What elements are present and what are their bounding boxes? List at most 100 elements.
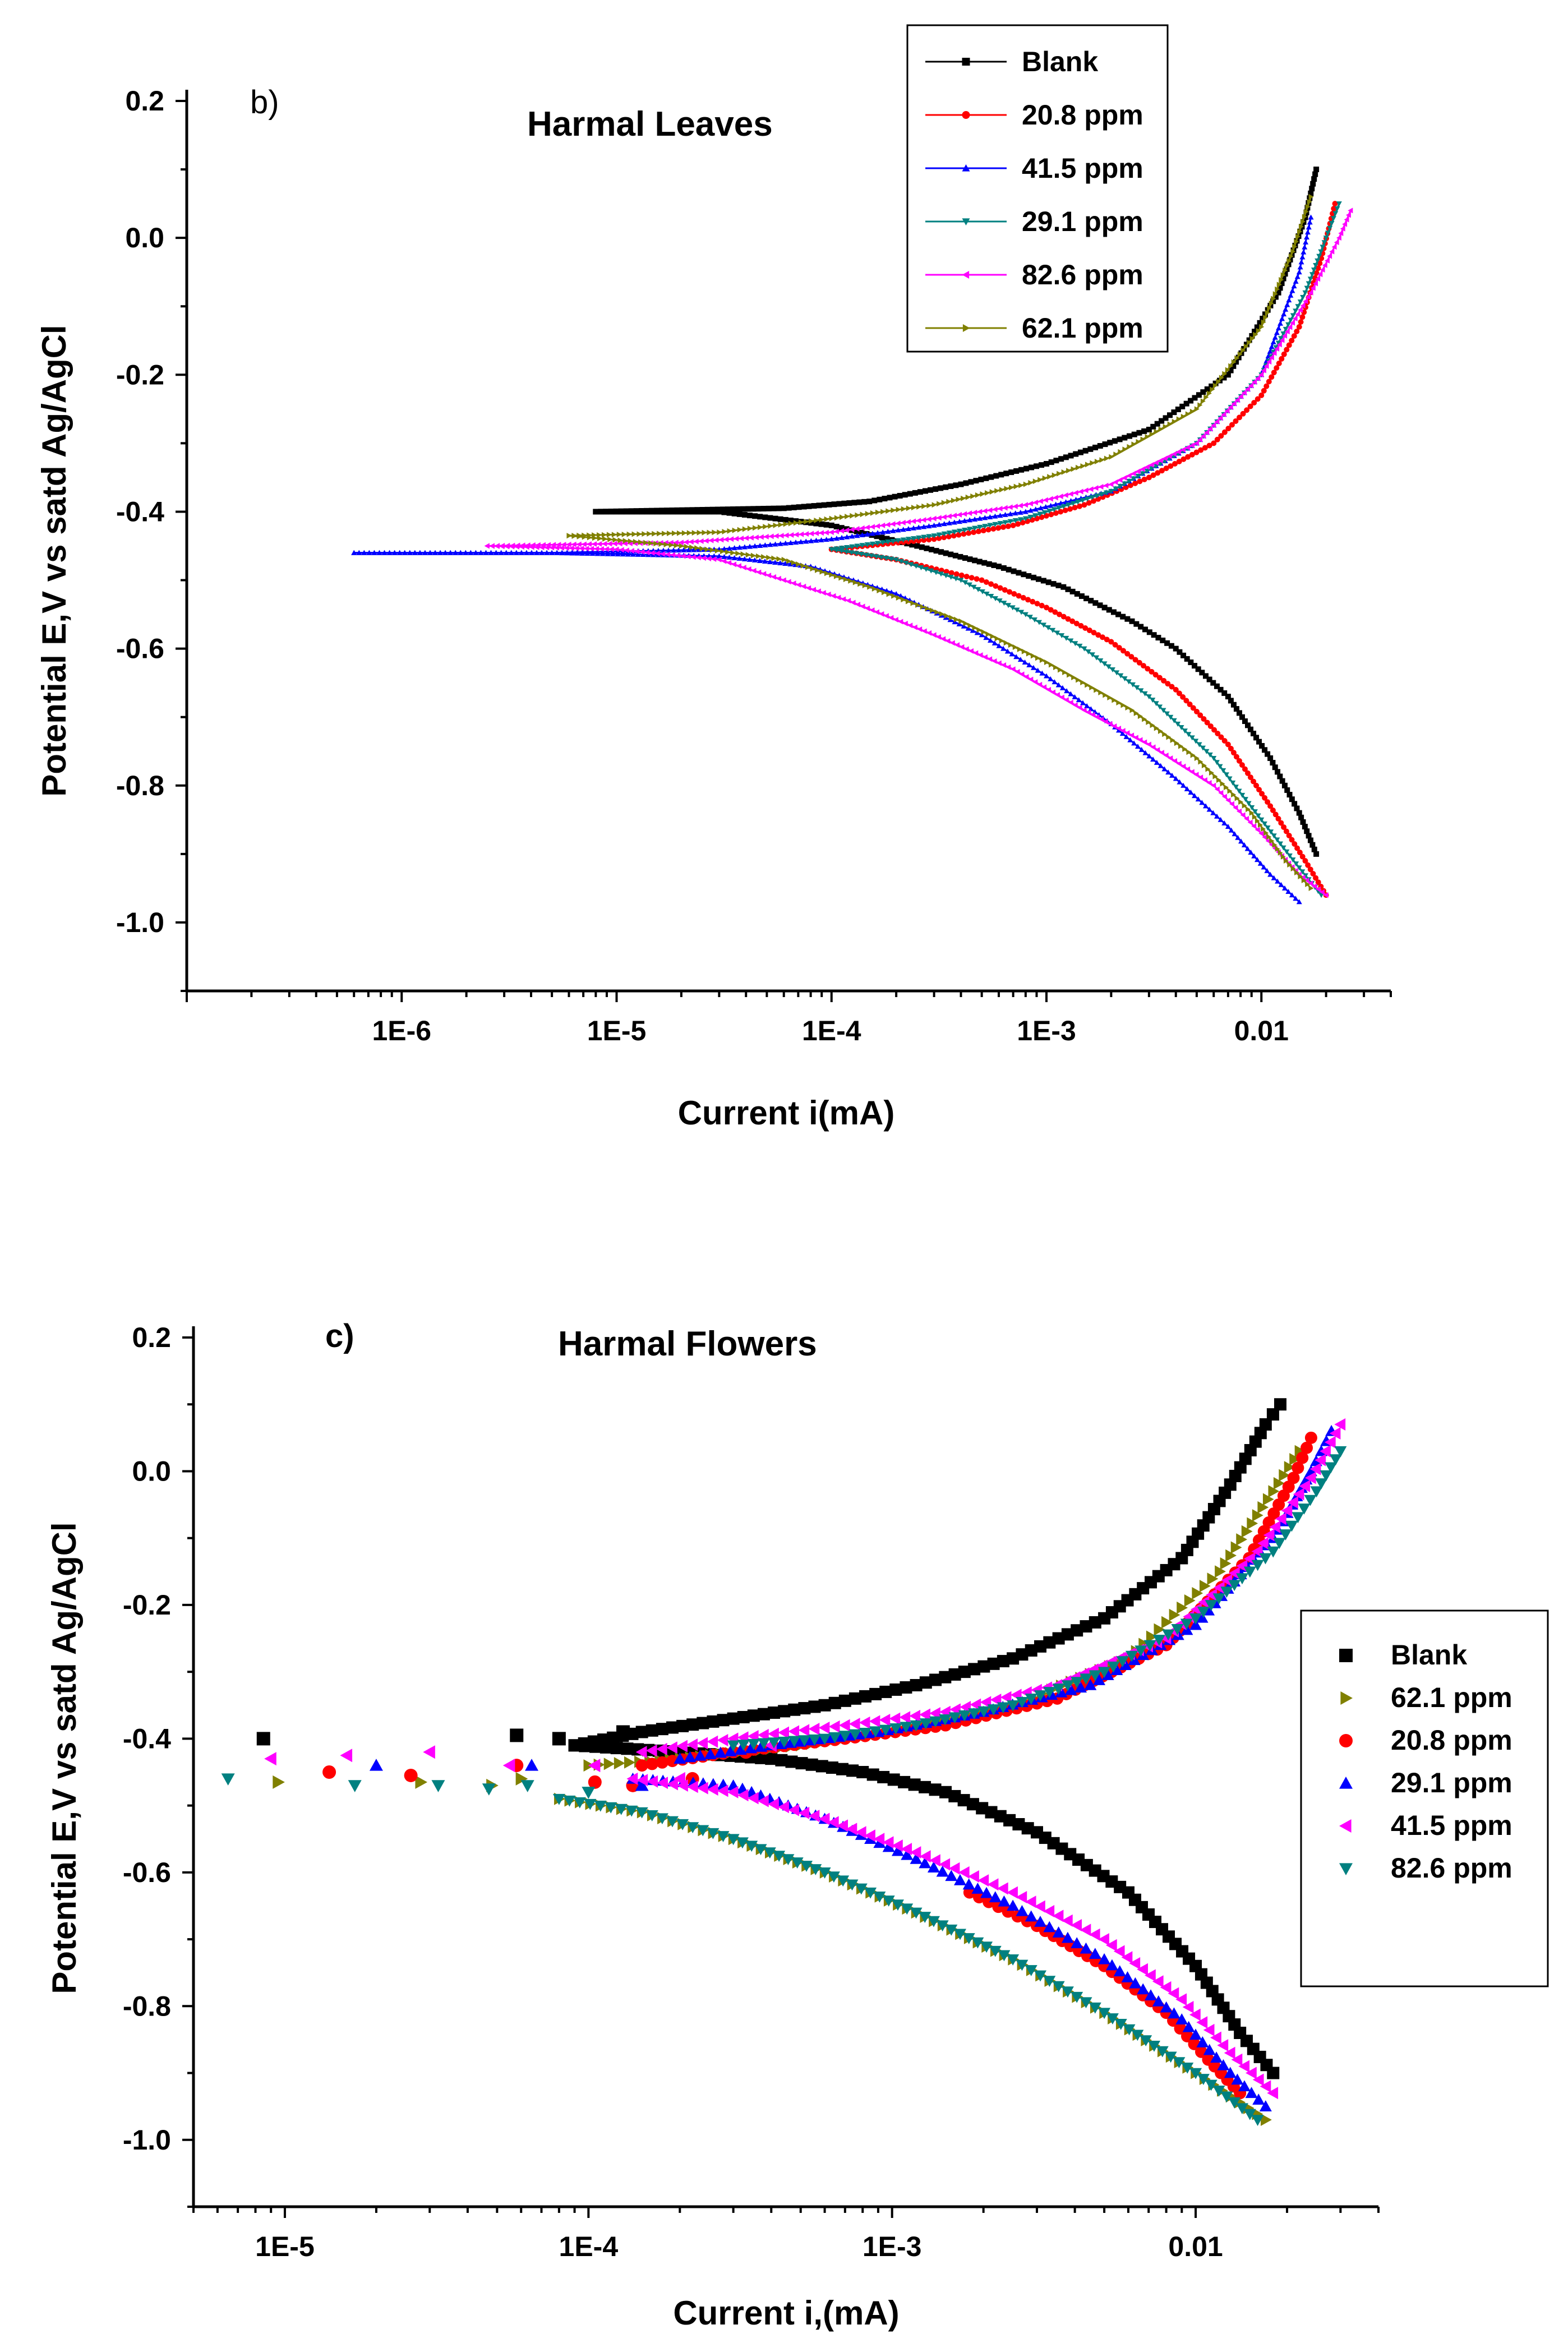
data-point bbox=[1272, 334, 1278, 340]
data-point bbox=[799, 531, 804, 537]
data-point bbox=[1270, 807, 1276, 813]
data-point bbox=[1267, 755, 1274, 761]
data-point bbox=[635, 551, 641, 557]
data-point bbox=[995, 564, 1002, 570]
data-point bbox=[1171, 409, 1177, 416]
x-tick-label: 1E-3 bbox=[1017, 1015, 1076, 1046]
data-point bbox=[1046, 509, 1053, 514]
data-point bbox=[1183, 400, 1189, 407]
data-point bbox=[941, 521, 947, 527]
data-point bbox=[1041, 622, 1047, 628]
series-line-cathodic bbox=[596, 510, 1317, 855]
data-point bbox=[502, 1759, 515, 1773]
data-point bbox=[598, 546, 604, 552]
data-point bbox=[875, 530, 881, 536]
data-point bbox=[809, 518, 814, 524]
data-point bbox=[478, 550, 484, 555]
data-point bbox=[958, 1710, 971, 1722]
data-point bbox=[746, 566, 751, 572]
data-point bbox=[777, 541, 783, 546]
data-point bbox=[666, 1755, 679, 1768]
data-point bbox=[1220, 768, 1226, 773]
data-point bbox=[893, 557, 900, 562]
data-point bbox=[951, 497, 956, 504]
data-point bbox=[783, 532, 789, 538]
data-point bbox=[751, 557, 758, 562]
data-point bbox=[1078, 622, 1084, 629]
data-point bbox=[1037, 498, 1043, 504]
data-point bbox=[877, 1770, 890, 1783]
data-point bbox=[1294, 845, 1300, 851]
data-point bbox=[670, 552, 676, 558]
data-point bbox=[933, 548, 939, 554]
data-point bbox=[1221, 794, 1227, 800]
data-point bbox=[1044, 461, 1050, 467]
data-point bbox=[1007, 1954, 1020, 1966]
data-point bbox=[893, 617, 898, 623]
data-point bbox=[997, 598, 1003, 604]
data-point bbox=[699, 546, 705, 552]
data-point bbox=[624, 1756, 635, 1769]
data-point bbox=[792, 518, 799, 524]
data-point bbox=[901, 506, 906, 512]
data-point bbox=[923, 488, 929, 494]
data-point bbox=[714, 1746, 727, 1758]
data-point bbox=[1053, 665, 1059, 671]
data-point bbox=[1270, 298, 1276, 305]
data-point bbox=[1260, 316, 1266, 322]
data-point bbox=[992, 522, 998, 527]
data-point bbox=[929, 1854, 940, 1867]
data-point bbox=[348, 1780, 362, 1792]
data-point bbox=[1029, 464, 1035, 471]
data-point bbox=[1032, 679, 1038, 685]
data-point bbox=[936, 515, 942, 521]
data-point bbox=[489, 543, 495, 549]
data-point bbox=[1042, 475, 1048, 481]
data-point bbox=[745, 1841, 758, 1852]
data-point bbox=[1274, 1398, 1286, 1411]
data-point bbox=[671, 547, 677, 553]
data-point bbox=[735, 550, 741, 556]
data-point bbox=[833, 524, 840, 530]
data-point bbox=[956, 496, 961, 502]
data-point bbox=[1236, 710, 1242, 716]
data-point bbox=[926, 537, 932, 543]
data-point bbox=[1131, 441, 1137, 448]
data-point bbox=[1198, 1595, 1210, 1608]
data-point bbox=[936, 535, 942, 541]
data-point bbox=[976, 559, 983, 565]
panel-c-legend-box bbox=[1300, 1609, 1549, 1987]
data-point bbox=[882, 1895, 895, 1907]
data-point bbox=[1174, 740, 1179, 746]
data-point bbox=[1092, 1674, 1105, 1685]
data-point bbox=[1183, 698, 1189, 704]
data-point bbox=[1027, 508, 1034, 513]
data-point bbox=[1244, 386, 1250, 393]
data-point bbox=[1164, 640, 1170, 646]
data-point bbox=[844, 545, 850, 550]
data-point bbox=[726, 545, 732, 551]
data-point bbox=[912, 624, 917, 630]
data-point bbox=[956, 511, 962, 518]
data-point bbox=[1048, 459, 1054, 465]
data-point bbox=[1305, 294, 1311, 300]
data-point bbox=[916, 524, 922, 530]
data-point bbox=[1168, 714, 1174, 720]
data-point bbox=[828, 536, 834, 542]
data-point bbox=[825, 1761, 838, 1774]
data-point bbox=[1272, 811, 1279, 818]
data-point bbox=[1189, 2068, 1202, 2079]
data-point bbox=[1003, 471, 1009, 477]
data-point bbox=[675, 552, 681, 559]
data-point bbox=[1127, 737, 1133, 742]
data-point bbox=[1261, 388, 1267, 394]
data-point bbox=[929, 1707, 940, 1720]
data-point bbox=[848, 1729, 861, 1741]
data-point bbox=[1185, 411, 1191, 417]
data-point bbox=[1266, 379, 1272, 385]
data-point bbox=[644, 550, 650, 556]
data-point bbox=[1228, 404, 1233, 411]
data-point bbox=[1258, 372, 1264, 378]
data-point bbox=[1224, 785, 1229, 791]
data-point bbox=[1171, 718, 1177, 723]
